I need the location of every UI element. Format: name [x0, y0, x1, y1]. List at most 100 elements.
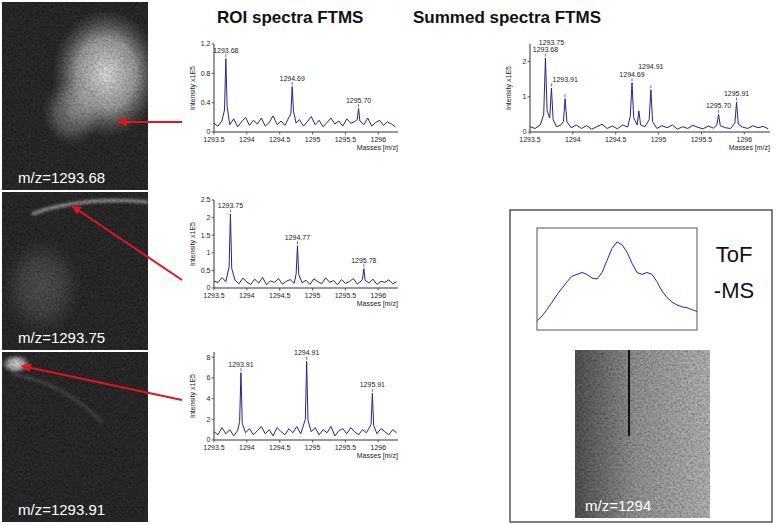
plot-area — [214, 361, 397, 436]
x-tick — [279, 288, 280, 291]
peak-marker — [358, 104, 359, 107]
image-label: m/z=1293.91 — [18, 501, 105, 518]
x-tick-label: 1293.5 — [203, 444, 225, 451]
y-tick-label: 0 — [207, 436, 211, 443]
y-tick — [528, 132, 531, 133]
x-axis — [214, 132, 398, 133]
title-line: ToF — [716, 242, 753, 267]
x-tick-label: 1295 — [305, 292, 321, 299]
peak-label: 1294.91 — [294, 349, 319, 356]
image-label: m/z=1294 — [585, 497, 651, 514]
y-tick — [212, 377, 215, 378]
x-tick — [378, 288, 379, 291]
image-shade — [575, 350, 710, 518]
y-tick — [528, 61, 531, 62]
x-tick-label: 1296 — [370, 444, 386, 451]
x-tick-label: 1295.5 — [335, 136, 357, 143]
x-tick — [246, 440, 247, 443]
y-axis — [530, 44, 531, 132]
y-tick — [212, 419, 215, 420]
x-axis-title: Masses [m/z] — [357, 300, 398, 308]
peak-marker — [230, 210, 231, 213]
peak-label: 1295.91 — [360, 381, 385, 388]
image-ground — [2, 2, 148, 190]
peak-label: 1293.75 — [539, 39, 564, 46]
image-label: m/z=1293.75 — [18, 329, 105, 346]
x-tick-label: 1294 — [239, 444, 255, 451]
y-tick-label: 8 — [207, 354, 211, 361]
image-ground — [575, 350, 710, 518]
image-texture — [575, 350, 710, 518]
peak-label: 1293.68 — [533, 46, 558, 53]
image-line — [628, 350, 630, 436]
y-axis-title: Intensity x1E5 — [189, 374, 197, 418]
peak-label: 1295.70 — [706, 102, 731, 109]
peak-marker — [545, 54, 546, 57]
y-tick — [212, 235, 215, 236]
figure: m/z=1293.68m/z=1293.75m/z=1293.91m/z=129… — [0, 0, 778, 525]
x-tick-label: 1295.5 — [691, 136, 713, 143]
chart-title: ToF-MS — [714, 242, 754, 303]
peak-marker — [551, 84, 552, 87]
x-tick-label: 1293.5 — [203, 292, 225, 299]
heading: Summed spectra FTMS — [413, 8, 601, 27]
peak-marker — [372, 389, 373, 392]
y-tick-label: 1 — [207, 249, 211, 256]
peak-marker — [650, 85, 651, 88]
peak-label: 1294.69 — [619, 71, 644, 78]
x-tick-label: 1296 — [370, 292, 386, 299]
spectrum-line — [537, 242, 697, 321]
y-tick-label: 0.4 — [201, 99, 211, 106]
ion-image — [2, 192, 148, 350]
x-tick-label: 1294 — [565, 136, 581, 143]
peak-label: 1293.91 — [228, 361, 253, 368]
peak-marker — [292, 82, 293, 85]
chart: 1293.512941294.512951295.51296024681293.… — [189, 349, 398, 460]
y-axis-title: Intensity x1E5 — [505, 66, 513, 110]
peak-marker — [363, 264, 364, 267]
peak-label: 1295.70 — [346, 97, 371, 104]
peak-marker — [632, 78, 633, 81]
y-tick-label: 6 — [207, 374, 211, 381]
y-tick — [212, 217, 215, 218]
x-tick — [378, 440, 379, 443]
y-axis — [214, 44, 215, 132]
x-tick — [345, 440, 346, 443]
chart: 1293.512941294.512951295.512960121293.68… — [505, 39, 770, 152]
peak-marker — [718, 110, 719, 113]
chart: 1293.512941294.512951295.5129600.511.522… — [189, 196, 398, 308]
peak-marker — [240, 368, 241, 371]
peak-marker — [736, 98, 737, 101]
x-tick — [345, 288, 346, 291]
x-tick — [246, 132, 247, 135]
arrow — [22, 366, 182, 400]
x-tick — [744, 132, 745, 135]
y-tick — [212, 398, 215, 399]
y-tick-label: 2 — [523, 58, 527, 65]
peak-label: 1293.75 — [218, 202, 243, 209]
x-axis-title: Masses [m/z] — [729, 144, 770, 152]
arrow — [72, 206, 182, 280]
y-tick — [212, 132, 215, 133]
x-tick — [378, 132, 379, 135]
plot-frame — [537, 228, 697, 330]
y-tick-label: 0.5 — [201, 267, 211, 274]
image-texture — [2, 2, 148, 190]
y-tick-label: 1.5 — [201, 232, 211, 239]
x-tick — [279, 440, 280, 443]
spectrum-line — [214, 361, 397, 436]
chart: ToF-MS — [537, 228, 754, 330]
y-tick-label: 4 — [207, 395, 211, 402]
x-tick — [345, 132, 346, 135]
x-tick-label: 1293.5 — [519, 136, 541, 143]
y-tick — [212, 102, 215, 103]
y-tick — [212, 440, 215, 441]
x-tick — [701, 132, 702, 135]
peak-label: 1294.77 — [285, 234, 310, 241]
x-tick-label: 1294.5 — [605, 136, 627, 143]
peak-label: 1295.91 — [724, 90, 749, 97]
x-axis — [214, 440, 398, 441]
x-tick — [312, 440, 313, 443]
x-tick-label: 1294.5 — [269, 136, 291, 143]
image-speckle — [2, 192, 148, 350]
